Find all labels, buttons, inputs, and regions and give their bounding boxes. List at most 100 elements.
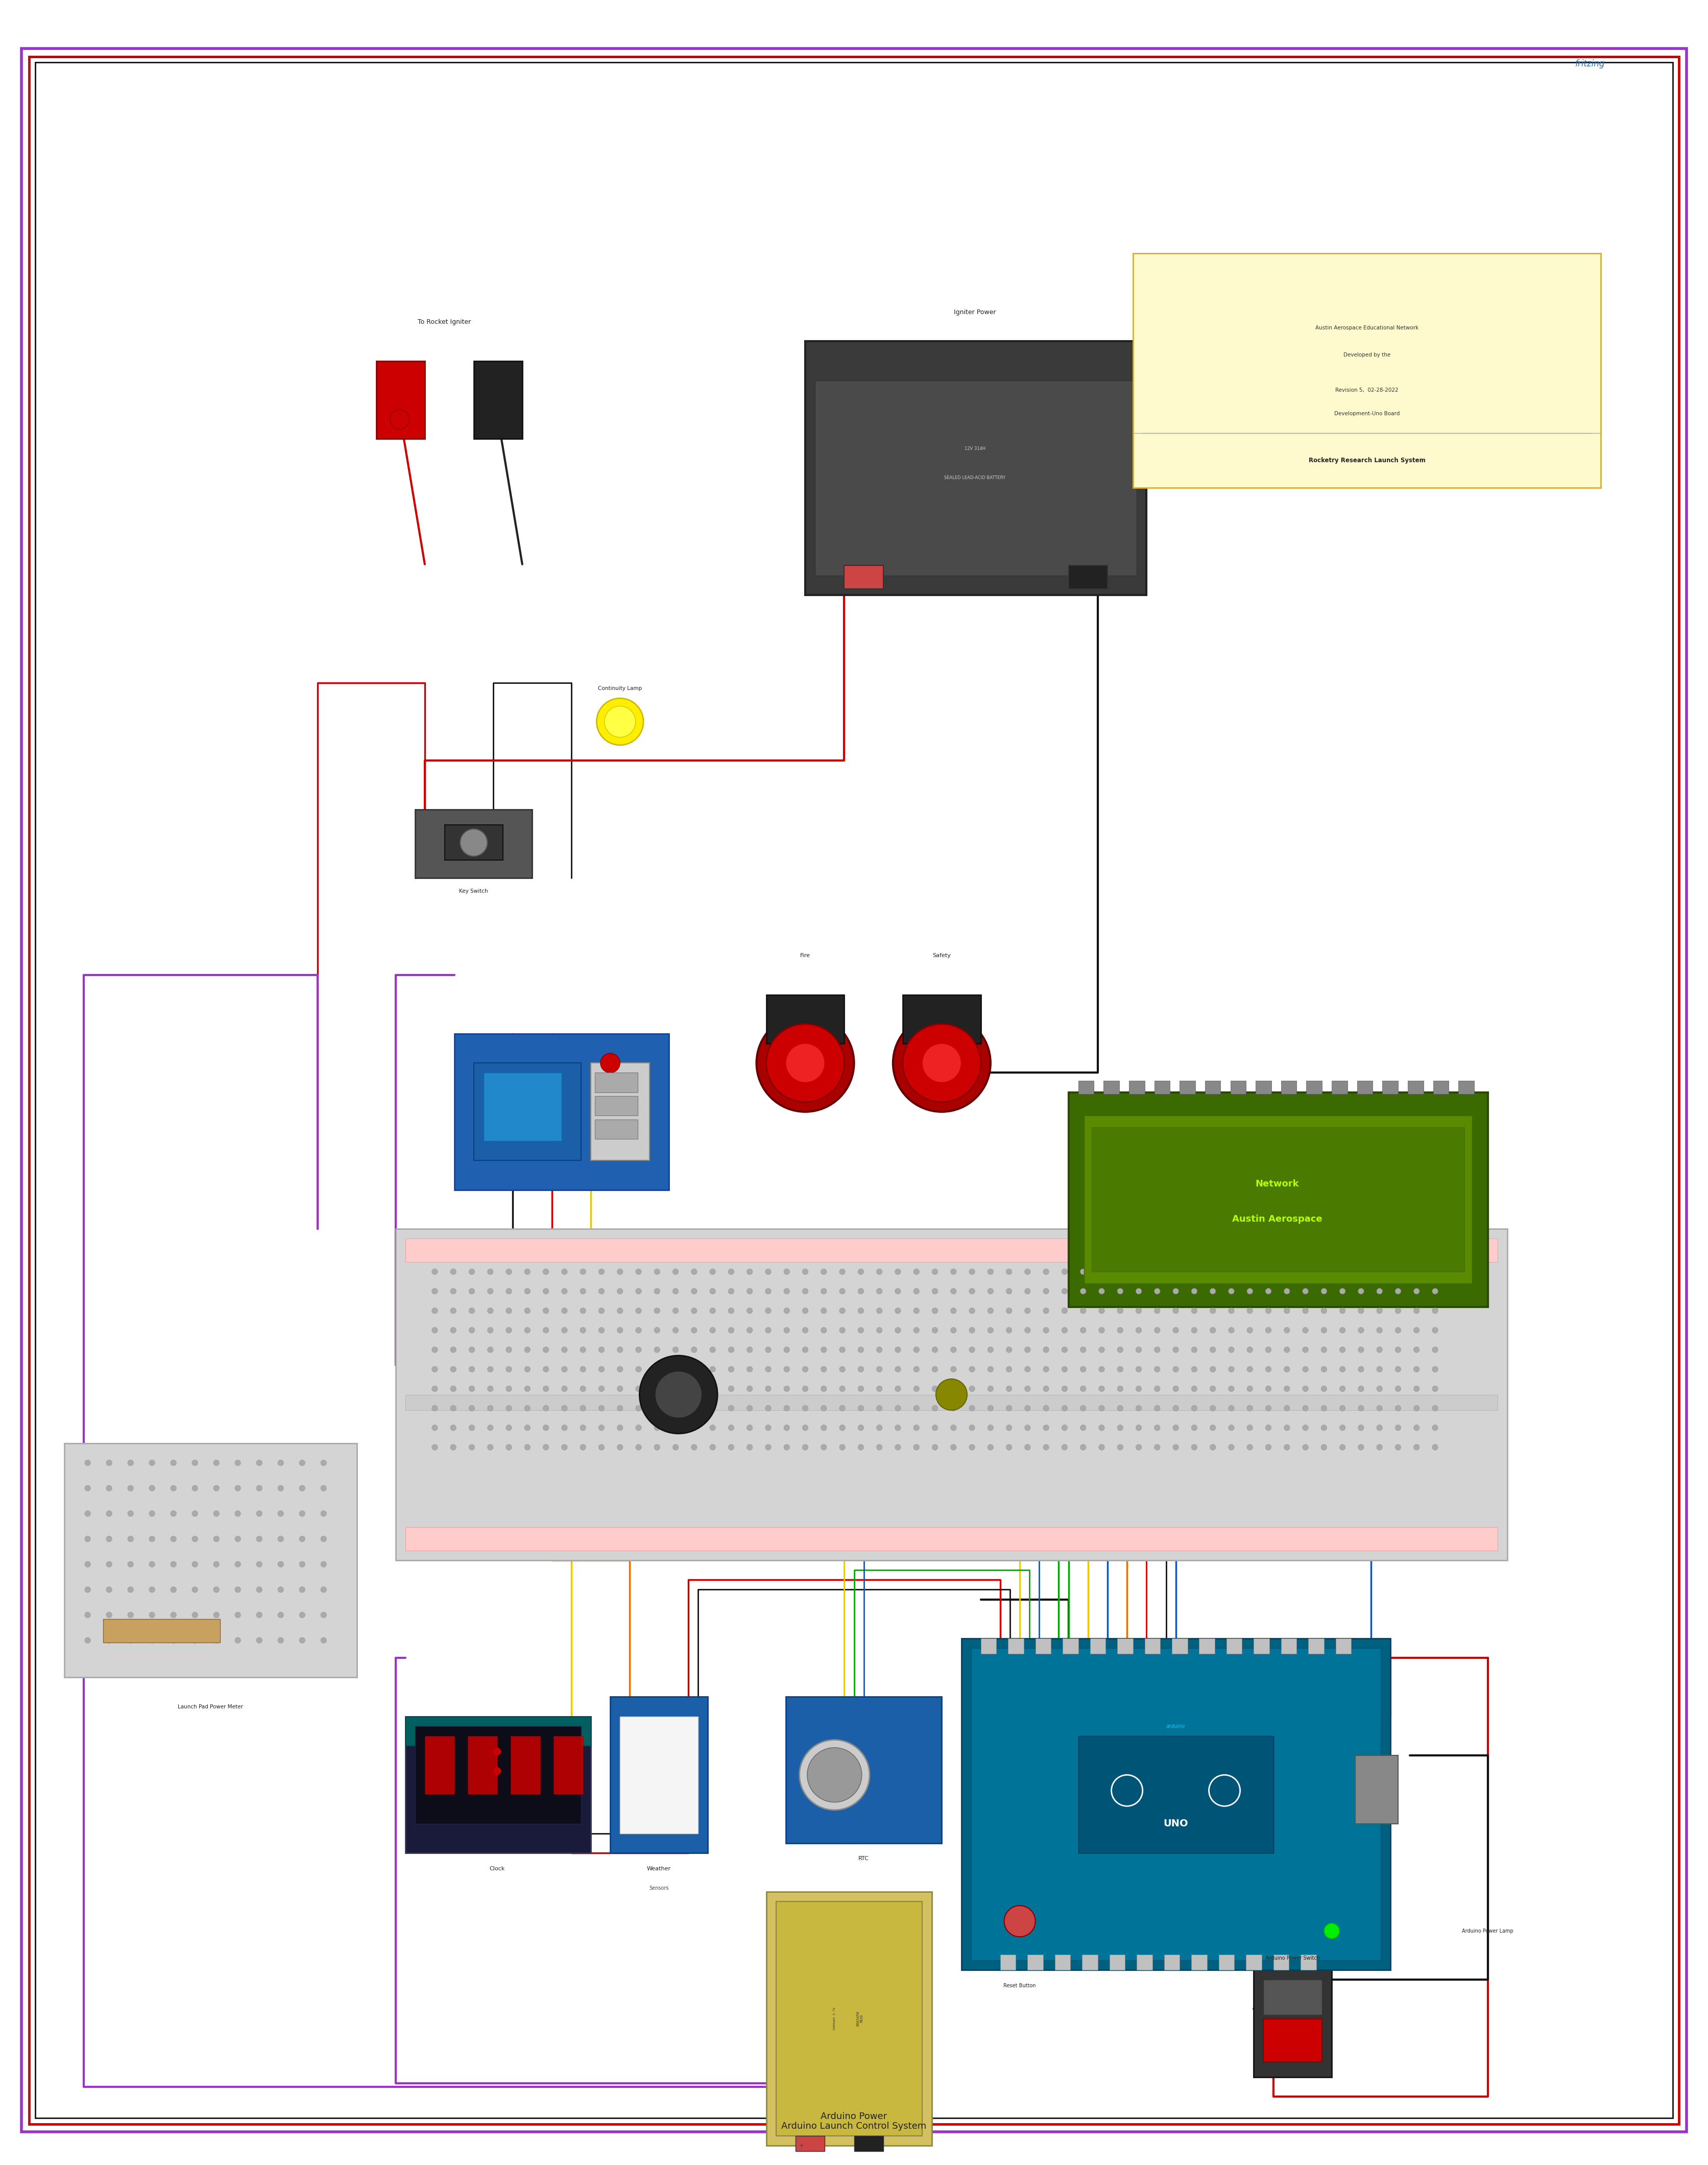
Circle shape (1266, 1308, 1271, 1314)
Circle shape (839, 1405, 845, 1412)
Circle shape (968, 1308, 975, 1314)
Circle shape (85, 1459, 91, 1466)
Circle shape (171, 1637, 176, 1643)
Circle shape (839, 1269, 845, 1275)
Circle shape (711, 1308, 716, 1314)
Circle shape (1395, 1327, 1401, 1334)
Circle shape (803, 1405, 808, 1412)
Circle shape (1266, 1444, 1271, 1451)
Circle shape (256, 1459, 263, 1466)
Circle shape (171, 1511, 176, 1516)
Circle shape (1025, 1288, 1030, 1295)
Circle shape (1284, 1425, 1290, 1431)
Circle shape (803, 1386, 808, 1392)
Circle shape (876, 1288, 883, 1295)
Circle shape (1062, 1444, 1068, 1451)
Circle shape (1155, 1288, 1160, 1295)
Bar (1264, 2018, 1322, 2061)
Circle shape (711, 1366, 716, 1373)
Circle shape (1173, 1327, 1179, 1334)
Circle shape (321, 1637, 326, 1643)
Text: -: - (869, 2143, 871, 2148)
Bar (610, 1697, 707, 1853)
Circle shape (1414, 1269, 1419, 1275)
Circle shape (987, 1269, 994, 1275)
Circle shape (1044, 1386, 1049, 1392)
Circle shape (236, 1637, 241, 1643)
Circle shape (106, 1535, 113, 1541)
Circle shape (857, 1405, 864, 1412)
Circle shape (581, 1366, 586, 1373)
Circle shape (1377, 1366, 1382, 1373)
Circle shape (451, 1327, 456, 1334)
Bar (1226, 1639, 1242, 1654)
Circle shape (1395, 1405, 1401, 1412)
Circle shape (85, 1587, 91, 1593)
Circle shape (617, 1308, 623, 1314)
Circle shape (1079, 1366, 1086, 1373)
Bar (1245, 1955, 1262, 1970)
Text: Development-Uno Board: Development-Uno Board (1334, 411, 1399, 416)
Text: Rocketry Research Launch System: Rocketry Research Launch System (1308, 457, 1424, 463)
Circle shape (1247, 1366, 1252, 1373)
Circle shape (1117, 1444, 1124, 1451)
Bar (444, 825, 502, 860)
Circle shape (784, 1288, 789, 1295)
Circle shape (470, 1366, 475, 1373)
Circle shape (822, 1405, 827, 1412)
Circle shape (635, 1366, 642, 1373)
Circle shape (299, 1485, 306, 1492)
Circle shape (765, 1444, 770, 1451)
Circle shape (617, 1288, 623, 1295)
Circle shape (933, 1308, 938, 1314)
Circle shape (1155, 1366, 1160, 1373)
Circle shape (1173, 1444, 1179, 1451)
Circle shape (278, 1535, 284, 1541)
Circle shape (506, 1327, 512, 1334)
Circle shape (746, 1444, 753, 1451)
Circle shape (128, 1535, 133, 1541)
Circle shape (895, 1405, 900, 1412)
Circle shape (106, 1511, 113, 1516)
Circle shape (1377, 1347, 1382, 1353)
Circle shape (968, 1288, 975, 1295)
Circle shape (1079, 1308, 1086, 1314)
Circle shape (1136, 1269, 1141, 1275)
Circle shape (432, 1327, 437, 1334)
Circle shape (1395, 1425, 1401, 1431)
Circle shape (149, 1485, 155, 1492)
Circle shape (1284, 1444, 1290, 1451)
Circle shape (1320, 1327, 1327, 1334)
Circle shape (1079, 1386, 1086, 1392)
Circle shape (1339, 1405, 1346, 1412)
Circle shape (85, 1637, 91, 1643)
Circle shape (171, 1613, 176, 1617)
Circle shape (506, 1347, 512, 1353)
Circle shape (562, 1308, 567, 1314)
Circle shape (171, 1459, 176, 1466)
Circle shape (321, 1535, 326, 1541)
Circle shape (596, 699, 644, 745)
Circle shape (951, 1308, 956, 1314)
Circle shape (299, 1587, 306, 1593)
Circle shape (673, 1327, 678, 1334)
Circle shape (987, 1347, 994, 1353)
Circle shape (914, 1444, 919, 1451)
Circle shape (1266, 1347, 1271, 1353)
Circle shape (1303, 1366, 1308, 1373)
Circle shape (1006, 1366, 1011, 1373)
Text: fritzing: fritzing (1575, 58, 1606, 69)
Circle shape (451, 1366, 456, 1373)
Circle shape (951, 1425, 956, 1431)
Circle shape (951, 1366, 956, 1373)
Circle shape (1136, 1327, 1141, 1334)
Circle shape (1320, 1444, 1327, 1451)
Circle shape (1303, 1444, 1308, 1451)
Circle shape (895, 1444, 900, 1451)
Circle shape (711, 1327, 716, 1334)
Circle shape (451, 1288, 456, 1295)
Circle shape (822, 1366, 827, 1373)
Text: Arduino Power Switch: Arduino Power Switch (1266, 1955, 1320, 1961)
Circle shape (191, 1535, 198, 1541)
Circle shape (1006, 1288, 1011, 1295)
